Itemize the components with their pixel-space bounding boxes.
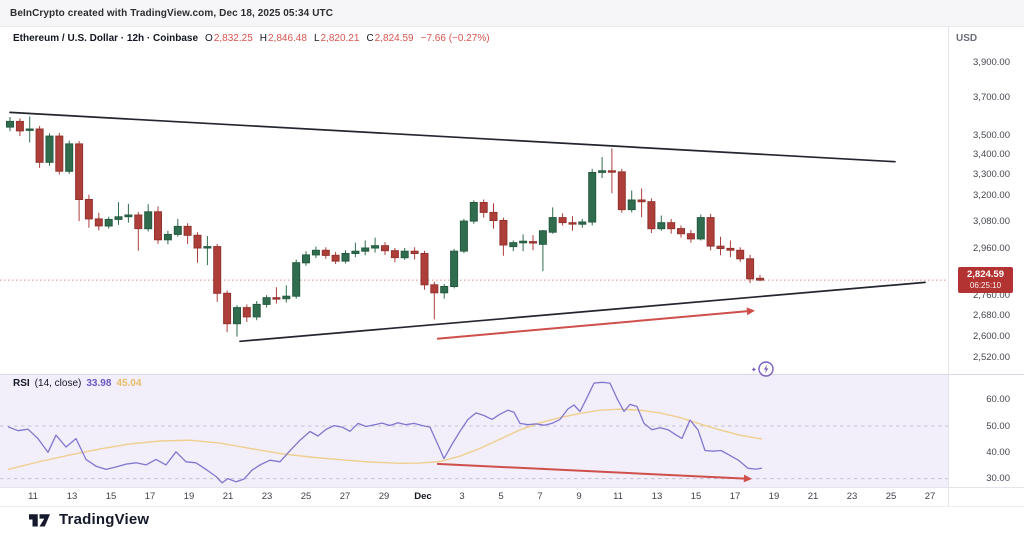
last-price-badge: 2,824.59 06:25:10 [958,267,1013,293]
tradingview-footer[interactable]: TradingView [26,509,149,530]
time-axis-label: 7 [537,491,543,502]
time-axis-label: 23 [846,491,858,502]
time-axis-label: Dec [414,491,432,502]
price-axis-divider [948,27,949,506]
time-axis-divider [0,487,1024,488]
time-axis-label: 25 [885,491,897,502]
attribution-text: BeInCrypto created with TradingView.com,… [10,7,334,19]
time-axis-label: 23 [261,491,273,502]
price-axis-label: 3,200.00 [973,190,1010,201]
price-axis-label: 3,700.00 [973,92,1010,103]
symbol-title[interactable]: Ethereum / U.S. Dollar · 12h · Coinbase [13,33,199,44]
ohlc-item: L 2,820.21 [313,33,360,44]
pane-divider[interactable] [0,374,1024,375]
time-axis-label: 17 [144,491,156,502]
time-axis-label: 3 [459,491,465,502]
ohlc-item: C 2,824.59 [366,33,414,44]
time-axis-label: 27 [339,491,351,502]
price-axis-label: 3,400.00 [973,149,1010,160]
time-axis-label: 17 [729,491,741,502]
time-axis-label: 21 [222,491,234,502]
rsi-axis-label: 40.00 [986,447,1010,458]
tradingview-brand-text: TradingView [59,511,150,528]
time-axis-label: 27 [924,491,936,502]
ohlc-item: H 2,846.48 [259,33,307,44]
attribution-bar: BeInCrypto created with TradingView.com,… [0,0,1024,27]
rsi-title[interactable]: RSI [13,378,30,389]
lightning-icon [758,361,774,377]
rsi-axis-label: 50.00 [986,421,1010,432]
rsi-ma-value: 45.04 [116,378,142,389]
sparkle-icon [751,367,756,372]
time-axis-label: 19 [183,491,195,502]
ohlc-item: O 2,832.25 [205,33,253,44]
price-axis-label: 3,080.00 [973,216,1010,227]
rsi-pane-background [0,374,948,487]
time-axis-label: 19 [768,491,780,502]
currency-label[interactable]: USD [956,33,978,44]
time-axis-label: 13 [651,491,663,502]
time-axis-label: 21 [807,491,819,502]
last-price-value: 2,824.59 [967,269,1004,281]
rsi-params: (14, close) [34,378,82,389]
time-axis-label: 5 [498,491,504,502]
price-axis-label: 2,760.00 [973,290,1010,301]
candle-countdown: 06:25:10 [969,280,1002,290]
time-axis-label: 25 [300,491,312,502]
time-axis-label: 13 [66,491,78,502]
symbol-legend[interactable]: Ethereum / U.S. Dollar · 12h · Coinbase … [13,33,490,44]
time-axis-label: 15 [690,491,702,502]
time-axis-label: 9 [576,491,582,502]
tradingview-logo-icon [29,514,50,527]
price-axis-label: 2,960.00 [973,243,1010,254]
time-axis-label: 29 [378,491,390,502]
rsi-axis-label: 30.00 [986,473,1010,484]
price-axis-label: 3,300.00 [973,169,1010,180]
time-axis-label: 11 [28,491,38,502]
price-axis-label: 2,600.00 [973,331,1010,342]
time-axis-label: 15 [105,491,117,502]
price-change: −7.66 (−0.27%) [420,33,490,44]
time-axis-label: 11 [613,491,623,502]
price-axis-label: 2,680.00 [973,310,1010,321]
rsi-value: 33.98 [86,378,112,389]
rsi-legend[interactable]: RSI (14, close) 33.98 45.04 [13,378,141,389]
price-axis-label: 3,900.00 [973,57,1010,68]
price-axis-label: 3,500.00 [973,130,1010,141]
ohlc-values: O 2,832.25 H 2,846.48 L 2,820.21 C 2,824.59 [205,33,414,44]
lightning-button[interactable] [747,358,781,381]
rsi-axis-label: 60.00 [986,394,1010,405]
price-axis-label: 2,520.00 [973,352,1010,363]
footer-divider [0,506,1024,507]
